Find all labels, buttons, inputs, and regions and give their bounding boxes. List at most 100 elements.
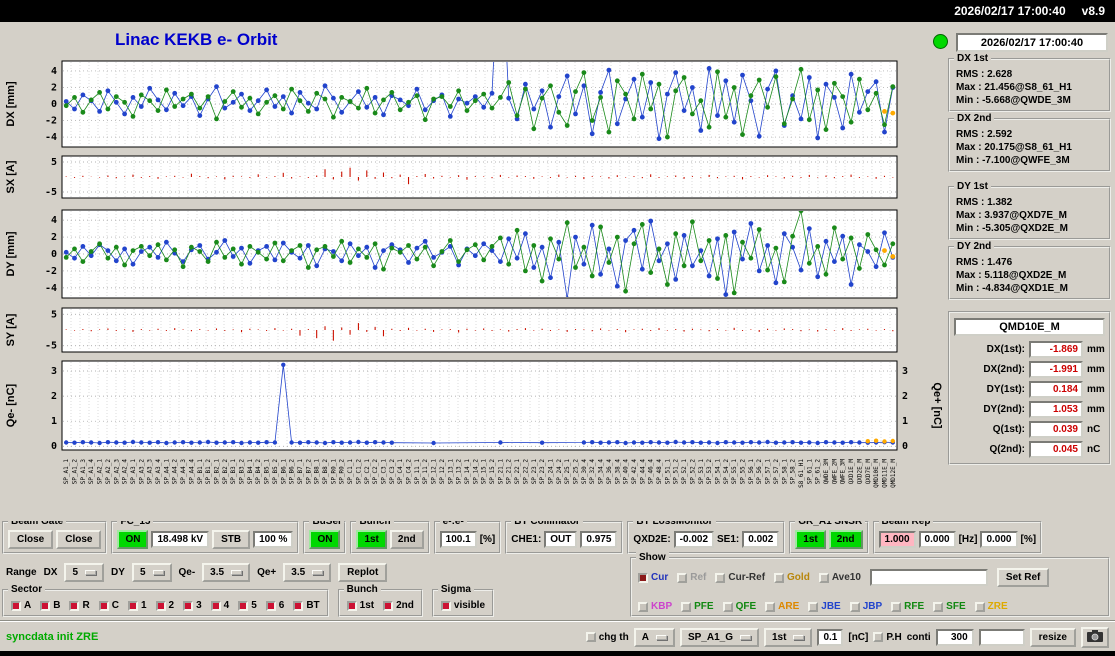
bunch-select[interactable]: 1st bbox=[764, 627, 813, 647]
svg-text:SP_B5_1: SP_B5_1 bbox=[264, 459, 271, 485]
sector-toggle[interactable]: A bbox=[11, 600, 31, 611]
show-toggle[interactable]: Cur-Ref bbox=[715, 572, 765, 583]
mode-select[interactable]: A bbox=[633, 627, 675, 647]
show-region-toggle[interactable]: JBP bbox=[849, 601, 882, 612]
range-dy-label: DY bbox=[111, 567, 125, 578]
camera-button[interactable] bbox=[1081, 626, 1109, 648]
monitor-row-unit: nC bbox=[1087, 424, 1101, 435]
svg-text:SP_61_1: SP_61_1 bbox=[806, 459, 813, 485]
ref-name-input[interactable] bbox=[869, 569, 988, 586]
show-region-toggle[interactable]: SFE bbox=[933, 601, 966, 612]
stat-box-dx-2nd: DX 2nd RMS : 2.592 Max : 20.175@S8_61_H1… bbox=[948, 113, 1111, 172]
stat-box-dy-1st: DY 1st RMS : 1.382 Max : 3.937@QXD7E_M M… bbox=[948, 181, 1111, 240]
show-region-toggle[interactable]: JBE bbox=[808, 601, 841, 612]
svg-text:SP_B1_2: SP_B1_2 bbox=[205, 459, 212, 485]
range-qem-select[interactable]: 3.5 bbox=[202, 563, 251, 582]
range-bar: Range DX 5 DY 5 Qe- 3.5 Qe+ 3.5 Replot bbox=[6, 563, 388, 582]
show-region-toggle[interactable]: RFE bbox=[891, 601, 924, 612]
fc15-on-button[interactable]: ON bbox=[117, 530, 149, 549]
checkbox-indicator-icon bbox=[183, 600, 194, 611]
checkbox-label: 1st bbox=[359, 600, 375, 611]
chg-th-toggle[interactable]: chg th bbox=[585, 632, 629, 643]
resize-button[interactable]: resize bbox=[1029, 627, 1076, 647]
show-toggle[interactable]: Ref bbox=[677, 572, 706, 583]
sigma-visible-toggle[interactable]: visible bbox=[440, 600, 486, 611]
range-dx-value: 5 bbox=[72, 567, 79, 578]
sector-toggle[interactable]: 5 bbox=[238, 600, 257, 611]
bunch-toggle[interactable]: 1st bbox=[346, 600, 375, 611]
show-toggle[interactable]: Gold bbox=[774, 572, 810, 583]
svg-text:SP_24_2: SP_24_2 bbox=[556, 459, 563, 485]
svg-text:SP_38_4: SP_38_4 bbox=[614, 459, 621, 485]
beam-rep-value-2: 0.000 bbox=[918, 531, 956, 548]
show-toggle[interactable]: Cur bbox=[638, 572, 668, 583]
sector-toggle[interactable]: BT bbox=[293, 600, 320, 611]
svg-text:SP_C4_1: SP_C4_1 bbox=[397, 459, 404, 485]
range-dx-select[interactable]: 5 bbox=[64, 563, 105, 582]
frame-title: Sigma bbox=[437, 584, 474, 595]
show-region-toggle[interactable]: KBP bbox=[638, 601, 672, 612]
monitor-name: QMD10E_M bbox=[954, 318, 1105, 336]
sector-toggle[interactable]: 1 bbox=[127, 600, 147, 611]
sector-toggle[interactable]: C bbox=[98, 600, 119, 611]
bunch-1st-button[interactable]: 1st bbox=[356, 530, 387, 549]
frame-title: Show bbox=[636, 552, 669, 563]
gr-snsr-1st-button[interactable]: 1st bbox=[795, 530, 826, 549]
svg-text:SP_B2_1: SP_B2_1 bbox=[213, 459, 220, 485]
range-dx-label: DX bbox=[43, 567, 58, 578]
sector-toggle[interactable]: 2 bbox=[155, 600, 174, 611]
sector-toggle[interactable]: 4 bbox=[210, 600, 229, 611]
beam-gate-close-button-2[interactable]: Close bbox=[56, 530, 102, 549]
show-region-toggle[interactable]: QFE bbox=[722, 601, 756, 612]
threshold-unit: [nC] bbox=[848, 631, 869, 643]
svg-text:SP_22_2: SP_22_2 bbox=[522, 459, 529, 485]
dropdown-indicator-icon bbox=[655, 634, 667, 640]
spare-field[interactable] bbox=[978, 628, 1025, 646]
set-ref-button[interactable]: Set Ref bbox=[996, 568, 1050, 587]
stat-box-title: DX 1st bbox=[954, 53, 992, 64]
window-bottom-edge bbox=[0, 651, 1115, 656]
show-region-toggle[interactable]: PFE bbox=[681, 601, 714, 612]
checkbox-label: Cur-Ref bbox=[728, 572, 766, 583]
svg-text:SP_15_1: SP_15_1 bbox=[481, 459, 488, 485]
svg-text:QWFE_2M: QWFE_2M bbox=[831, 459, 838, 485]
range-dy-select[interactable]: 5 bbox=[131, 563, 172, 582]
checkbox-indicator-icon bbox=[638, 601, 648, 612]
monitor-row-label: DX(1st): bbox=[986, 344, 1025, 355]
svg-text:SP_55_2: SP_55_2 bbox=[740, 459, 747, 485]
gr-snsr-2nd-button[interactable]: 2nd bbox=[828, 530, 863, 549]
svg-text:SP_A4_1: SP_A4_1 bbox=[163, 459, 170, 485]
svg-text:QMD10E_M: QMD10E_M bbox=[873, 459, 880, 488]
fc15-stb-button[interactable]: STB bbox=[212, 530, 251, 549]
monitor-select[interactable]: SP_A1_G bbox=[679, 627, 759, 647]
svg-text:SP_53_1: SP_53_1 bbox=[698, 459, 705, 485]
stat-max: Max : 5.118@QXD2E_M bbox=[956, 270, 1067, 281]
monitor-row: DX(2nd): -1.991 mm bbox=[954, 361, 1105, 378]
checkbox-indicator-icon bbox=[40, 600, 51, 611]
fc15-frame: FC_15 ON 18.498 kV STB 100 % bbox=[111, 521, 300, 554]
bunch-toggle[interactable]: 2nd bbox=[383, 600, 414, 611]
checkbox-label: visible bbox=[453, 600, 486, 611]
range-qem-value: 3.5 bbox=[210, 567, 225, 578]
sector-toggle[interactable]: 3 bbox=[183, 600, 202, 611]
range-qep-select[interactable]: 3.5 bbox=[283, 563, 332, 582]
sector-toggle[interactable]: B bbox=[40, 600, 60, 611]
beam-gate-close-button-1[interactable]: Close bbox=[8, 530, 54, 549]
monitor-row-label: DY(1st): bbox=[986, 384, 1025, 395]
show-region-toggle[interactable]: ZRE bbox=[974, 601, 1008, 612]
monitor-row: Q(2nd): 0.045 nC bbox=[954, 441, 1105, 458]
show-toggle[interactable]: Ave10 bbox=[818, 572, 861, 583]
checkbox-indicator-icon bbox=[974, 601, 985, 612]
show-region-toggle[interactable]: ARE bbox=[765, 601, 799, 612]
svg-text:SP_B8_2: SP_B8_2 bbox=[322, 459, 329, 485]
svg-text:SP_53_2: SP_53_2 bbox=[706, 459, 713, 485]
ph-toggle[interactable]: P.H bbox=[873, 632, 902, 643]
bunch-2nd-button[interactable]: 2nd bbox=[389, 530, 424, 549]
sector-toggle[interactable]: 6 bbox=[265, 600, 284, 611]
checkbox-label: Ref bbox=[690, 572, 707, 583]
sector-toggle[interactable]: R bbox=[69, 600, 90, 611]
dropdown-indicator-icon bbox=[793, 634, 805, 640]
busel-on-button[interactable]: ON bbox=[309, 530, 341, 549]
checkbox-indicator-icon bbox=[873, 632, 884, 642]
replot-button[interactable]: Replot bbox=[338, 563, 388, 582]
